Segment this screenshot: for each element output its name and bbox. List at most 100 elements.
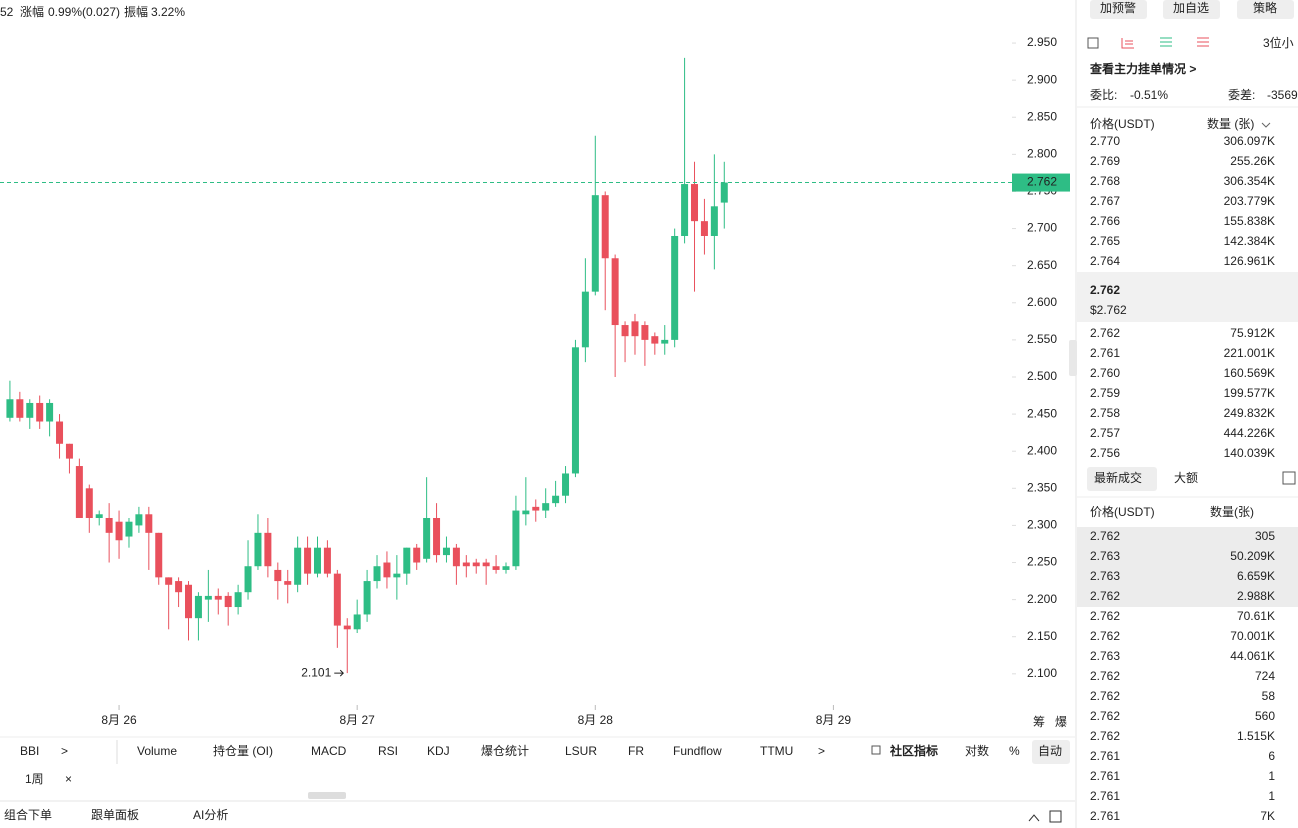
more[interactable]: > (61, 744, 68, 758)
trade-qty: 6.659K (1237, 569, 1275, 583)
button-label[interactable]: 加自选 (1173, 1, 1209, 15)
expand-icon[interactable] (1028, 814, 1040, 822)
indicator-tab[interactable]: LSUR (565, 744, 597, 758)
trade-price: 2.761 (1090, 769, 1120, 783)
trade-price: 2.761 (1090, 809, 1120, 823)
y-tick-label: 2.200 (1027, 592, 1057, 606)
asks: 2.770 306.097K 2.769 255.26K 2.768 306.354K 2.… (1090, 134, 1275, 268)
trade-price: 2.761 (1090, 749, 1120, 763)
indicator-tab[interactable]: 持仓量 (OI) (213, 743, 273, 758)
annotation-arrow (334, 669, 344, 677)
axis-tool[interactable]: 爆 (1055, 715, 1067, 729)
decimals[interactable]: 3位小 (1263, 35, 1294, 50)
bid-qty: 249.832K (1224, 406, 1275, 420)
y-tick-label: 2.450 (1027, 406, 1057, 420)
candle-body (651, 336, 659, 344)
icon[interactable] (1160, 37, 1172, 47)
tab[interactable]: 最新成交 (1094, 470, 1142, 485)
ask-price: 2.765 (1090, 234, 1120, 248)
bottom-tab[interactable]: 跟单面板 (91, 808, 139, 822)
main-orders-link[interactable]: 查看主力挂单情况 > (1089, 61, 1196, 76)
trade-qty: 6 (1268, 749, 1275, 763)
candle-body (671, 235, 679, 340)
x-tick-label: 8月 27 (339, 713, 375, 727)
log-toggle[interactable]: 对数 (965, 743, 989, 758)
community-indicators[interactable]: 社区指标 (889, 743, 938, 758)
ask-price: 2.767 (1090, 194, 1120, 208)
button[interactable] (1163, 0, 1220, 19)
indicator-tab[interactable]: Fundflow (673, 744, 722, 758)
auto-toggle[interactable]: 自动 (1038, 744, 1062, 758)
bid-price: 2.761 (1090, 346, 1120, 360)
icon[interactable] (1197, 37, 1209, 47)
y-tick-label: 2.500 (1027, 369, 1057, 383)
ratio: -0.51% (1130, 88, 1168, 102)
candle-body (313, 547, 321, 574)
more[interactable]: > (818, 744, 825, 758)
candle-body (532, 506, 540, 511)
candle-body (16, 399, 24, 418)
bid-price: 2.757 (1090, 426, 1120, 440)
interval[interactable]: 1周 (25, 772, 44, 786)
last-price-box (1012, 173, 1070, 192)
percent-toggle[interactable]: % (1009, 744, 1020, 758)
ask-price: 2.768 (1090, 174, 1120, 188)
icon[interactable] (1087, 37, 1099, 49)
icon[interactable] (1121, 38, 1134, 49)
trade-price: 2.762 (1090, 629, 1120, 643)
edit-icon[interactable] (871, 745, 881, 755)
indicator-tab[interactable]: Volume (137, 744, 177, 758)
bids: 2.762 75.912K 2.761 221.001K 2.760 160.569K 2.… (1090, 326, 1275, 460)
indicator-tab[interactable]: MACD (311, 744, 347, 758)
bid-qty: 199.577K (1224, 386, 1275, 400)
close[interactable]: × (65, 772, 72, 786)
candle-body (284, 581, 292, 585)
tab[interactable]: 大额 (1174, 471, 1198, 485)
ask-qty: 126.961K (1224, 254, 1275, 268)
button[interactable] (1090, 0, 1147, 19)
candle-body (393, 573, 401, 578)
candle-body (343, 625, 351, 630)
ask-price: 2.769 (1090, 154, 1120, 168)
indicator-tab[interactable]: FR (628, 744, 644, 758)
candle-body (304, 547, 312, 574)
candle-body (6, 399, 14, 418)
button[interactable] (1237, 0, 1294, 19)
indicator-tab[interactable]: BBI (20, 744, 39, 758)
column-header[interactable]: 数量 (张) (1207, 116, 1254, 131)
ask-qty: 255.26K (1230, 154, 1275, 168)
popout-icon[interactable] (1049, 810, 1062, 823)
trade-qty: 70.001K (1230, 629, 1275, 643)
ask-qty: 203.779K (1224, 194, 1275, 208)
indicator-tab[interactable]: TTMU (760, 744, 793, 758)
bid-price: 2.760 (1090, 366, 1120, 380)
checkbox[interactable] (1282, 471, 1296, 485)
bottom-tab[interactable]: 组合下单 (4, 807, 52, 822)
bottom-tab[interactable]: AI分析 (193, 808, 228, 822)
ask-price: 2.766 (1090, 214, 1120, 228)
candle-body (581, 291, 589, 348)
button-label[interactable]: 加预警 (1100, 0, 1136, 15)
candle-body (363, 581, 371, 615)
trade-qty: 560 (1255, 709, 1275, 723)
y-tick-label: 2.350 (1027, 480, 1057, 494)
candle-body (234, 592, 242, 608)
indicator-tab[interactable]: RSI (378, 744, 398, 758)
button-label[interactable]: 策略 (1253, 0, 1277, 15)
drag-handle[interactable] (308, 792, 346, 799)
bid-qty: 75.912K (1230, 326, 1275, 340)
view-icons (1087, 37, 1209, 49)
indicator-tab[interactable]: KDJ (427, 744, 450, 758)
candle-body (522, 510, 530, 515)
tab-active[interactable] (1087, 467, 1157, 491)
collapse-handle[interactable] (1069, 340, 1077, 376)
ask-price: 2.770 (1090, 134, 1120, 148)
x-tick-label: 8月 28 (578, 713, 614, 727)
ask-qty: 155.838K (1224, 214, 1275, 228)
candle-body (631, 321, 639, 337)
candle-body (661, 339, 669, 344)
indicator-tab[interactable]: 爆仓统计 (481, 744, 529, 758)
auto-button[interactable] (1032, 740, 1070, 764)
candle-body (323, 547, 331, 574)
axis-tool[interactable]: 筹 (1033, 715, 1045, 729)
